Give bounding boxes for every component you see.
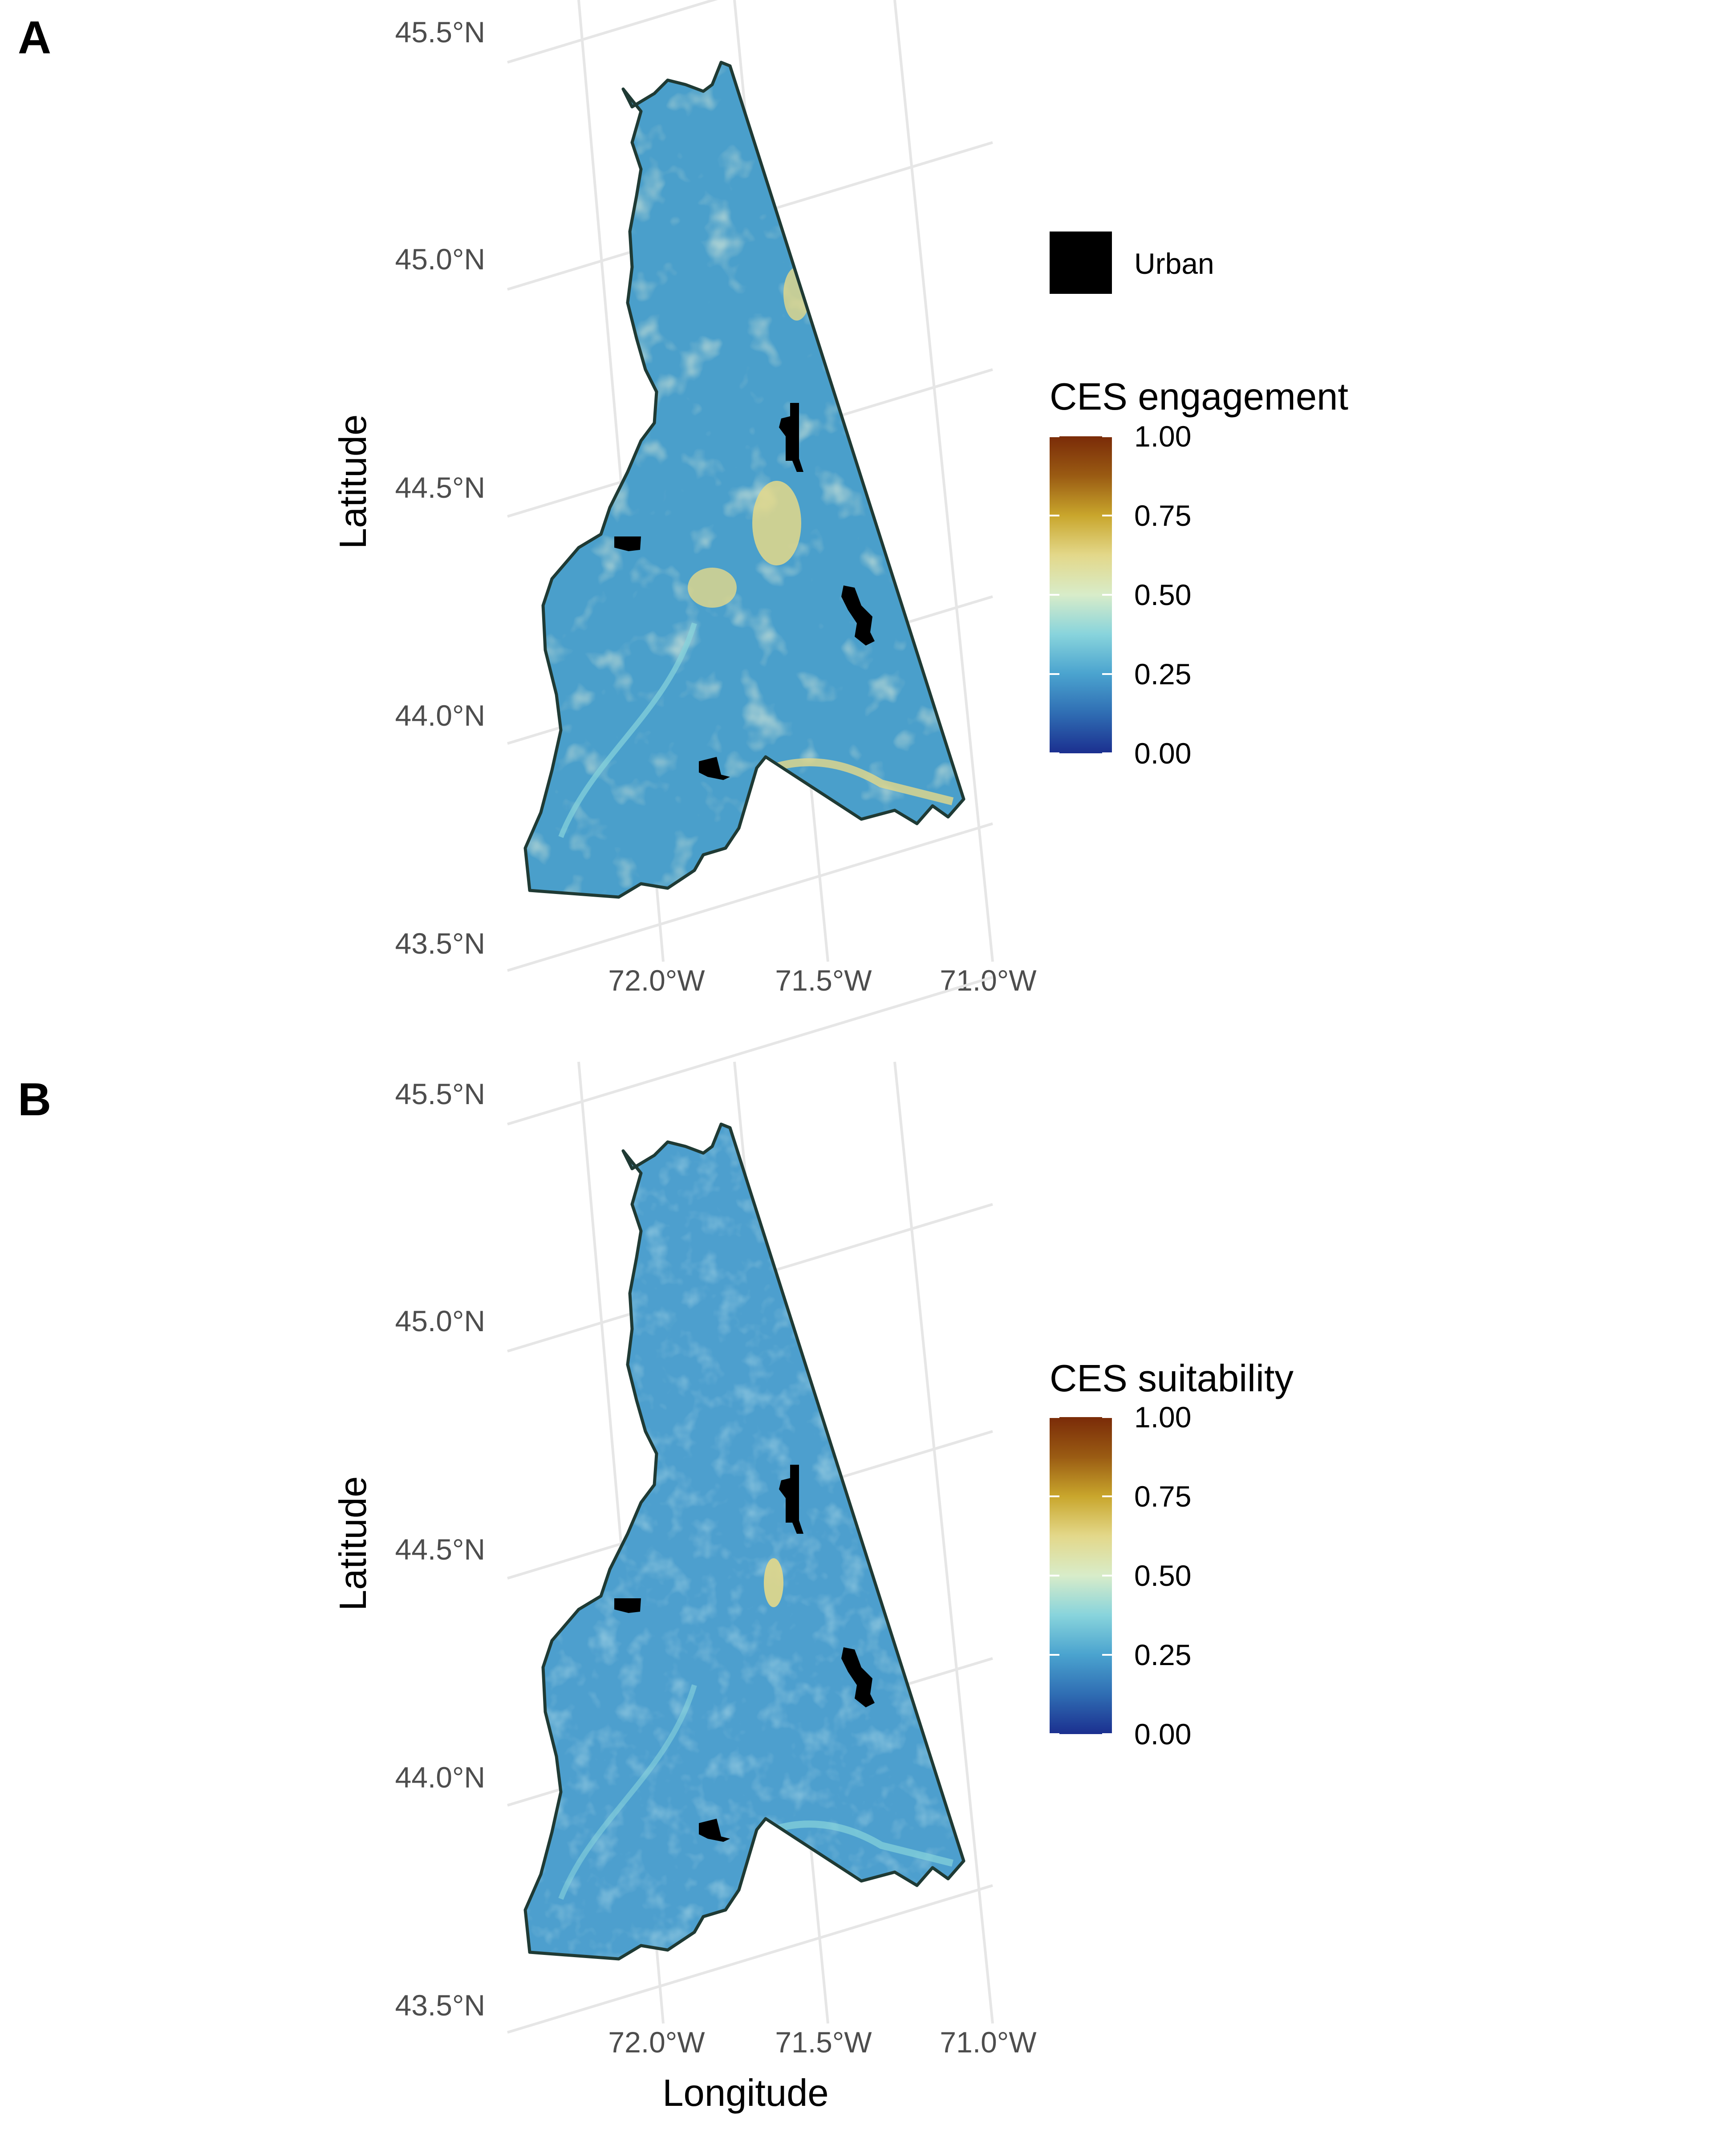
- lat-tick-label: 44.5°N: [395, 1533, 485, 1566]
- lat-gridline: [507, 0, 718, 64]
- colorbar-label: 0.50: [1134, 1559, 1191, 1592]
- lat-tick-label: 45.0°N: [395, 243, 485, 276]
- urban-patch: [779, 1465, 803, 1534]
- urban-patch: [614, 536, 641, 551]
- lat-tick-label: 45.5°N: [395, 1077, 485, 1110]
- colorbar-label: 0.00: [1134, 737, 1191, 770]
- legend-title-b: CES suitability: [1050, 1357, 1294, 1400]
- colorbar-label: 0.75: [1134, 499, 1191, 532]
- urban-patch: [699, 1819, 730, 1842]
- suitability-texture: [525, 1124, 964, 1959]
- colorbar-label: 0.75: [1134, 1480, 1191, 1513]
- legend-urban: Urban: [1050, 232, 1214, 294]
- high-engagement-patch: [688, 568, 737, 608]
- colorbar-label: 0.00: [1134, 1718, 1191, 1751]
- high-suitability-patch: [764, 1558, 783, 1607]
- colorbar-label: 1.00: [1134, 1401, 1191, 1434]
- map-region-a: [523, 61, 965, 899]
- urban-patch: [779, 403, 803, 472]
- river-feature: [558, 1684, 697, 1900]
- lat-tick-label: 44.0°N: [395, 1761, 485, 1794]
- region-outline-a: [523, 61, 965, 899]
- lon-tick-label: 71.5°W: [775, 964, 872, 997]
- colorbar-label: 1.00: [1134, 420, 1191, 453]
- latitude-ticks-a: 45.5°N 45.0°N 44.5°N 44.0°N 43.5°N: [395, 16, 485, 960]
- longitude-ticks-a: 72.0°W 71.5°W 71.0°W: [608, 964, 1037, 997]
- urban-patch: [841, 1647, 875, 1707]
- legend-colorbar-a: CES engagement 1.00 0.75 0.50 0.25 0.00: [1050, 376, 1348, 770]
- colorbar-a: [1050, 436, 1112, 753]
- panel-letter-b: B: [18, 1074, 51, 1125]
- lon-tick-label: 71.5°W: [775, 2026, 872, 2059]
- lat-tick-label: 44.5°N: [395, 471, 485, 504]
- urban-patch: [699, 757, 730, 780]
- colorbar-b: [1050, 1417, 1112, 1734]
- legend-colorbar-b: CES suitability 1.00 0.75 0.50 0.25 0.00: [1050, 1357, 1294, 1751]
- lat-gridline: [507, 822, 993, 972]
- lat-tick-label: 45.0°N: [395, 1304, 485, 1337]
- lon-tick-label: 71.0°W: [940, 964, 1037, 997]
- panel-letter-a: A: [18, 12, 51, 64]
- urban-areas-b: [614, 1465, 875, 1842]
- lat-gridline: [507, 1884, 993, 2034]
- x-axis-title: Longitude: [662, 2072, 828, 2114]
- region-outline-b: [523, 1122, 965, 1961]
- latitude-ticks-b: 45.5°N 45.0°N 44.5°N 44.0°N 43.5°N: [395, 1077, 485, 2022]
- map-region-b: [523, 1122, 965, 1961]
- lon-tick-label: 72.0°W: [608, 2026, 705, 2059]
- lat-tick-label: 45.5°N: [395, 16, 485, 49]
- lat-tick-label: 44.0°N: [395, 699, 485, 732]
- river-feature: [558, 622, 697, 838]
- y-axis-title-a: Latitude: [332, 414, 374, 549]
- lon-gridline: [893, 1061, 994, 2024]
- urban-areas-a: [614, 403, 875, 780]
- lon-tick-label: 72.0°W: [608, 964, 705, 997]
- high-engagement-patch: [752, 481, 801, 565]
- panel-a: A: [18, 0, 1348, 997]
- longitude-ticks-b: 72.0°W 71.5°W 71.0°W: [608, 2026, 1037, 2059]
- lat-tick-label: 43.5°N: [395, 1989, 485, 2022]
- panel-b: B 45.5°: [18, 976, 1294, 2114]
- lat-gridline: [507, 976, 993, 1125]
- colorbar-label: 0.50: [1134, 578, 1191, 611]
- urban-legend-swatch: [1050, 232, 1112, 294]
- engagement-texture: [525, 62, 964, 897]
- legend-title-a: CES engagement: [1050, 376, 1348, 418]
- lat-tick-label: 43.5°N: [395, 927, 485, 960]
- colorbar-label: 0.25: [1134, 1638, 1191, 1671]
- lon-tick-label: 71.0°W: [940, 2026, 1037, 2059]
- lon-gridline: [893, 0, 994, 962]
- colorbar-label: 0.25: [1134, 658, 1191, 691]
- urban-patch: [841, 585, 875, 646]
- urban-legend-label: Urban: [1134, 247, 1214, 280]
- urban-patch: [614, 1598, 641, 1613]
- y-axis-title-b: Latitude: [332, 1476, 374, 1611]
